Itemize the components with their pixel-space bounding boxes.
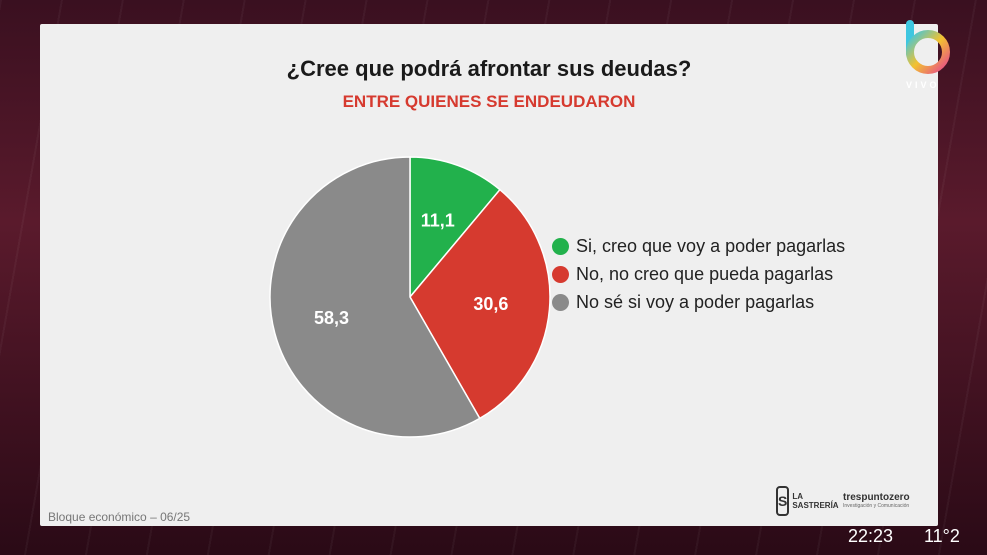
pie-label-no: 30,6: [473, 294, 508, 314]
chart-title: ¿Cree que podrá afrontar sus deudas?: [286, 56, 692, 81]
legend-item-nose: No sé si voy a poder pagarlas: [552, 288, 845, 316]
legend-dot-si: [552, 237, 569, 255]
legend-label-si: Si, creo que voy a poder pagarlas: [576, 235, 846, 256]
pie-slice-si: [409, 156, 501, 300]
trespuntozero-logo: trespuntozero Investigación y Comunicaci…: [843, 492, 910, 509]
legend: Si, creo que voy a poder pagarlas No, no…: [552, 232, 845, 316]
pie-label-si: 11,1: [421, 211, 455, 231]
legend-dot-no: [552, 265, 569, 283]
broadcast-time: 22:23: [848, 526, 894, 546]
trespuntozero-name: trespuntozero: [843, 492, 910, 503]
chart-screen: ¿Cree que podrá afrontar sus deudas? ENT…: [40, 24, 938, 526]
trespuntozero-sub: Investigación y Comunicación: [843, 503, 910, 509]
legend-item-si: Si, creo que voy a poder pagarlas: [552, 232, 845, 260]
legend-label-no: No, no creo que pueda pagarlas: [576, 263, 834, 284]
sastreria-mark: S: [776, 486, 790, 516]
pie-slice-no: [409, 188, 551, 420]
source-label: Bloque económico – 06/25: [48, 510, 191, 524]
broadcast-temperature: 11°2: [924, 526, 960, 546]
pie-label-nose: 58,3: [314, 308, 349, 328]
pie-chart: 11,1 30,6 58,3: [269, 156, 551, 438]
legend-item-no: No, no creo que pueda pagarlas: [552, 260, 845, 288]
legend-dot-nose: [552, 293, 569, 311]
legend-label-nose: No sé si voy a poder pagarlas: [576, 291, 815, 312]
sastreria-logo: S LA SASTRERÍA: [776, 486, 839, 516]
channel-logo-icon: [906, 20, 950, 74]
pie-slice-nose: [269, 156, 481, 438]
chart-subtitle: ENTRE QUIENES SE ENDEUDARON: [342, 92, 636, 111]
live-badge: VIVO: [906, 80, 940, 90]
sastreria-text: LA SASTRERÍA: [792, 492, 839, 510]
